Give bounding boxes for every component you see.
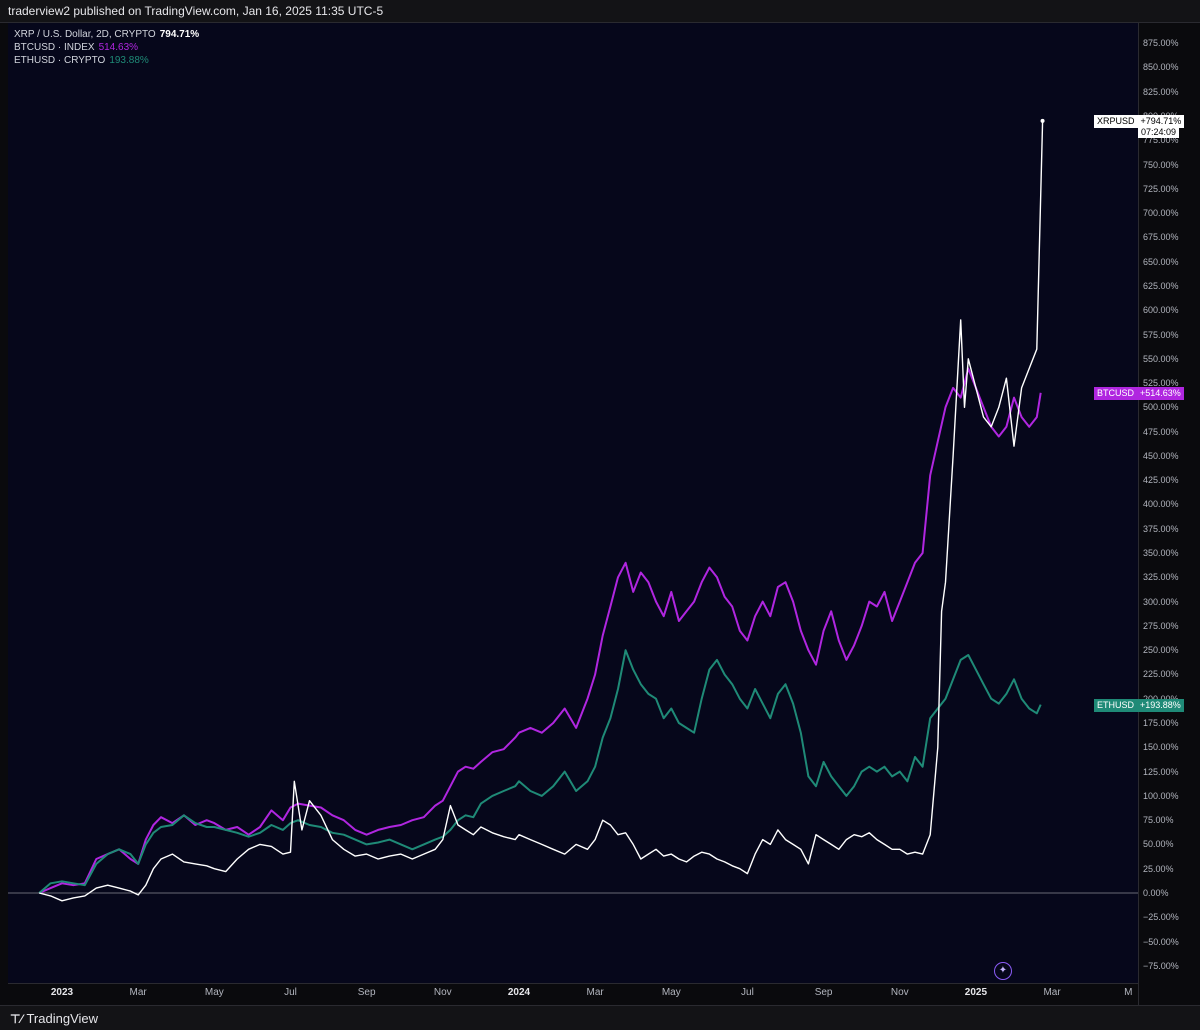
y-tick-label: 675.00% [1143,232,1179,243]
badge-label: ETHUSD [1094,698,1138,712]
footer: ⊤⁄ TradingView [0,1005,1200,1030]
x-tick-label: Mar [1043,987,1061,998]
x-tick-label: 2025 [964,987,988,998]
y-tick-label: 400.00% [1143,499,1179,510]
x-tick-label: Jul [284,987,297,998]
y-tick-label: 650.00% [1143,256,1179,267]
y-tick-label: 275.00% [1143,620,1179,631]
x-tick-label: Jul [741,987,754,998]
y-tick-label: 600.00% [1143,305,1179,316]
x-tick-label: Mar [586,987,604,998]
badge-label: BTCUSD [1094,386,1138,400]
tradingview-logo[interactable]: ⊤⁄ TradingView [10,1011,98,1026]
y-tick-label: 725.00% [1143,183,1179,194]
y-tick-label: 875.00% [1143,38,1179,49]
y-tick-label: 450.00% [1143,450,1179,461]
legend-btc[interactable]: BTCUSD · INDEX 514.63% [14,41,199,54]
badge-xrpusd[interactable]: XRPUSD +794.71% [1094,114,1185,128]
y-tick-label: 700.00% [1143,208,1179,219]
publish-info: traderview2 published on TradingView.com… [8,4,384,18]
legend-eth-name: ETHUSD · CRYPTO [14,55,106,66]
y-tick-label: 375.00% [1143,523,1179,534]
series-line-ethusd[interactable] [38,649,1042,894]
x-tick-label: Sep [357,987,376,998]
series-line-xrpusd[interactable] [39,120,1044,902]
x-tick-label: 2024 [507,987,531,998]
y-tick-label: 125.00% [1143,766,1179,777]
x-tick-label: May [204,987,224,998]
x-tick-label: 2023 [50,987,74,998]
legend-btc-name: BTCUSD · INDEX [14,42,95,53]
price-axis[interactable] [1138,23,1200,1005]
x-tick-label: Mar [129,987,147,998]
y-tick-label: −50.00% [1143,936,1179,947]
legend-eth[interactable]: ETHUSD · CRYPTO 193.88% [14,54,199,67]
legend-xrp-name: XRP / U.S. Dollar, 2D, CRYPTO [14,29,156,40]
y-tick-label: 150.00% [1143,742,1179,753]
tv-logo-icon: ⊤⁄ [10,1012,23,1026]
badge-value: +514.63% [1137,386,1184,400]
compass-icon[interactable]: ✦ [994,962,1012,980]
y-tick-label: 50.00% [1143,839,1174,850]
legend-xrp-value: 794.71% [159,29,200,40]
y-tick-label: 300.00% [1143,596,1179,607]
brand-name: TradingView [26,1011,99,1026]
y-tick-label: 250.00% [1143,645,1179,656]
y-tick-label: 325.00% [1143,572,1179,583]
y-tick-label: −25.00% [1143,912,1179,923]
badge-label: XRPUSD [1094,114,1138,128]
time-axis[interactable] [8,983,1138,1006]
xrp-last-point [1040,118,1045,123]
publish-header: traderview2 published on TradingView.com… [0,0,1200,23]
badge-ethusd[interactable]: ETHUSD +193.88% [1094,698,1184,712]
y-tick-label: 850.00% [1143,62,1179,73]
y-tick-label: 825.00% [1143,86,1179,97]
y-tick-label: 775.00% [1143,135,1179,146]
series-line-btcusd[interactable] [38,367,1042,894]
x-tick-label: Nov [433,987,452,998]
x-tick-label: M [1124,987,1133,998]
y-tick-label: 100.00% [1143,790,1179,801]
y-tick-label: 525.00% [1143,378,1179,389]
y-tick-label: 225.00% [1143,669,1179,680]
y-tick-label: 75.00% [1143,815,1174,826]
series-layer [38,118,1045,902]
x-tick-label: May [661,987,681,998]
y-tick-label: −75.00% [1143,960,1179,971]
y-tick-label: 175.00% [1143,718,1179,729]
legend-btc-value: 514.63% [98,42,139,53]
badge-value: +193.88% [1137,698,1184,712]
y-tick-label: 25.00% [1143,863,1174,874]
x-tick-label: Nov [890,987,909,998]
y-tick-label: 350.00% [1143,548,1179,559]
chart-legend: XRP / U.S. Dollar, 2D, CRYPTO 794.71% BTC… [14,28,199,67]
legend-xrp[interactable]: XRP / U.S. Dollar, 2D, CRYPTO 794.71% [14,28,199,41]
badge-value: +794.71% [1137,114,1185,128]
badge-countdown: 07:24:09 [1138,126,1180,138]
y-tick-label: 425.00% [1143,475,1179,486]
x-tick-label: Sep [814,987,833,998]
legend-eth-value: 193.88% [109,55,149,66]
y-tick-label: 575.00% [1143,329,1179,340]
y-tick-label: 500.00% [1143,402,1179,413]
y-tick-label: 550.00% [1143,353,1179,364]
y-tick-label: 0.00% [1143,888,1169,898]
y-tick-label: 625.00% [1143,280,1179,291]
badge-btcusd[interactable]: BTCUSD +514.63% [1094,386,1184,400]
y-tick-label: 475.00% [1143,426,1179,437]
y-tick-label: 750.00% [1143,159,1179,170]
